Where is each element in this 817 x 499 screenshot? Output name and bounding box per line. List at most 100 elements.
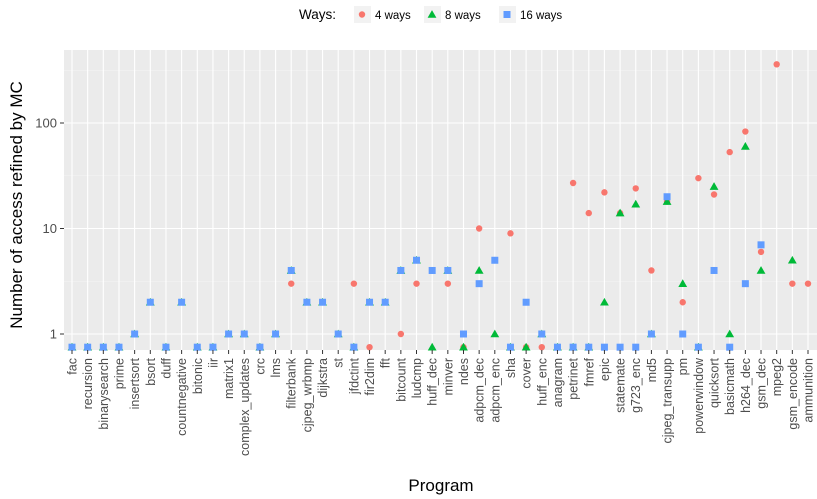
point-square [99, 343, 107, 351]
point-square [256, 343, 264, 351]
point-square [115, 343, 123, 351]
point-circle [444, 280, 452, 287]
x-tick-label: md5 [645, 358, 659, 382]
point-circle [695, 174, 702, 182]
point-triangle [474, 266, 484, 274]
point-square [178, 298, 186, 306]
x-tick-label: huff_dec [426, 358, 440, 406]
point-square [162, 343, 170, 351]
x-tick-label: petrinet [567, 357, 581, 399]
point-square [600, 343, 608, 351]
point-triangle [678, 279, 688, 287]
point-square [679, 330, 687, 338]
point-triangle [490, 329, 500, 338]
legend-label: 4 ways [375, 10, 411, 22]
x-tick-label: powerwindow [692, 357, 706, 434]
x-tick-label: jfdctint [347, 357, 361, 395]
y-axis-title: Number of access refined by MC [7, 81, 26, 329]
point-square [757, 241, 765, 249]
point-circle [648, 267, 655, 274]
point-square [131, 330, 139, 338]
point-circle [507, 230, 514, 237]
x-tick-label: adpcm_enc [488, 358, 502, 423]
point-square [397, 266, 405, 274]
point-square [319, 298, 327, 306]
point-square [428, 266, 436, 274]
point-square [350, 343, 358, 351]
point-circle [413, 280, 420, 287]
point-square [381, 298, 389, 306]
point-square [506, 343, 514, 351]
point-circle [601, 189, 608, 196]
point-triangle [615, 208, 625, 217]
x-tick-label: bitcount [394, 357, 408, 401]
point-circle [397, 330, 405, 338]
x-tick-label: epic [598, 358, 612, 381]
point-square [741, 280, 749, 288]
plot-panel [64, 50, 817, 350]
x-tick-label: minver [441, 358, 455, 396]
legend: Ways: 4 ways 8 ways 16 ways [299, 6, 562, 23]
x-axis-ticks: fac recursion binarysearch prime insertsort b… [66, 350, 816, 456]
point-square [710, 266, 718, 274]
x-tick-label: gsm_dec [755, 358, 769, 409]
data-points [67, 61, 812, 351]
legend-marker-square [503, 11, 511, 18]
point-square [366, 298, 374, 306]
point-circle [569, 179, 577, 187]
x-tick-label: filterbank [285, 357, 299, 408]
x-tick-label: countnegative [175, 358, 189, 436]
point-circle [710, 191, 718, 198]
point-square [491, 256, 499, 264]
point-square [632, 343, 640, 351]
y-axis-ticks: 1 10 100 [35, 116, 64, 342]
point-square [616, 343, 624, 351]
x-axis-title: Program [408, 476, 473, 495]
x-tick-label: fir2dim [363, 358, 377, 396]
point-square [459, 330, 467, 338]
point-triangle [709, 182, 719, 190]
point-square [694, 343, 702, 351]
x-tick-label: adpcm_dec [473, 358, 487, 423]
point-square [569, 343, 577, 351]
x-tick-label: fft [379, 357, 393, 368]
x-tick-label: fmref [582, 357, 596, 386]
point-square [209, 343, 217, 351]
point-square [413, 256, 421, 264]
point-triangle [740, 142, 750, 150]
point-square [240, 330, 248, 338]
point-square [663, 193, 671, 201]
point-square [647, 330, 655, 338]
x-tick-label: anagram [551, 358, 565, 407]
x-tick-label: matrix1 [222, 358, 236, 399]
x-tick-label: binarysearch [97, 358, 111, 430]
x-tick-label: bsort [144, 357, 158, 385]
point-circle [773, 61, 780, 68]
point-square [84, 343, 92, 351]
point-circle [789, 280, 796, 287]
x-tick-label: sha [504, 358, 518, 378]
legend-marker-triangle [427, 10, 437, 18]
point-circle [350, 280, 358, 287]
point-square [444, 266, 452, 274]
point-square [272, 330, 280, 338]
point-circle [585, 209, 592, 217]
x-tick-label: ludcmp [410, 358, 424, 398]
point-square [726, 343, 734, 351]
point-circle [757, 248, 765, 256]
point-circle [475, 225, 483, 232]
point-circle [679, 299, 686, 306]
point-square [334, 330, 342, 338]
y-tick-label: 1 [50, 327, 57, 342]
point-square [68, 343, 76, 351]
x-tick-label: gsm_encode [786, 358, 800, 430]
x-tick-label: h264_dec [739, 358, 753, 413]
point-square [475, 280, 483, 288]
x-tick-label: st [332, 357, 346, 367]
point-square [522, 298, 530, 306]
x-tick-label: prime [112, 358, 126, 389]
x-tick-label: ammunition [802, 358, 816, 423]
legend-label: 8 ways [445, 10, 481, 22]
x-tick-label: cjpeg_wrbmp [300, 358, 314, 432]
y-tick-label: 10 [43, 221, 57, 236]
